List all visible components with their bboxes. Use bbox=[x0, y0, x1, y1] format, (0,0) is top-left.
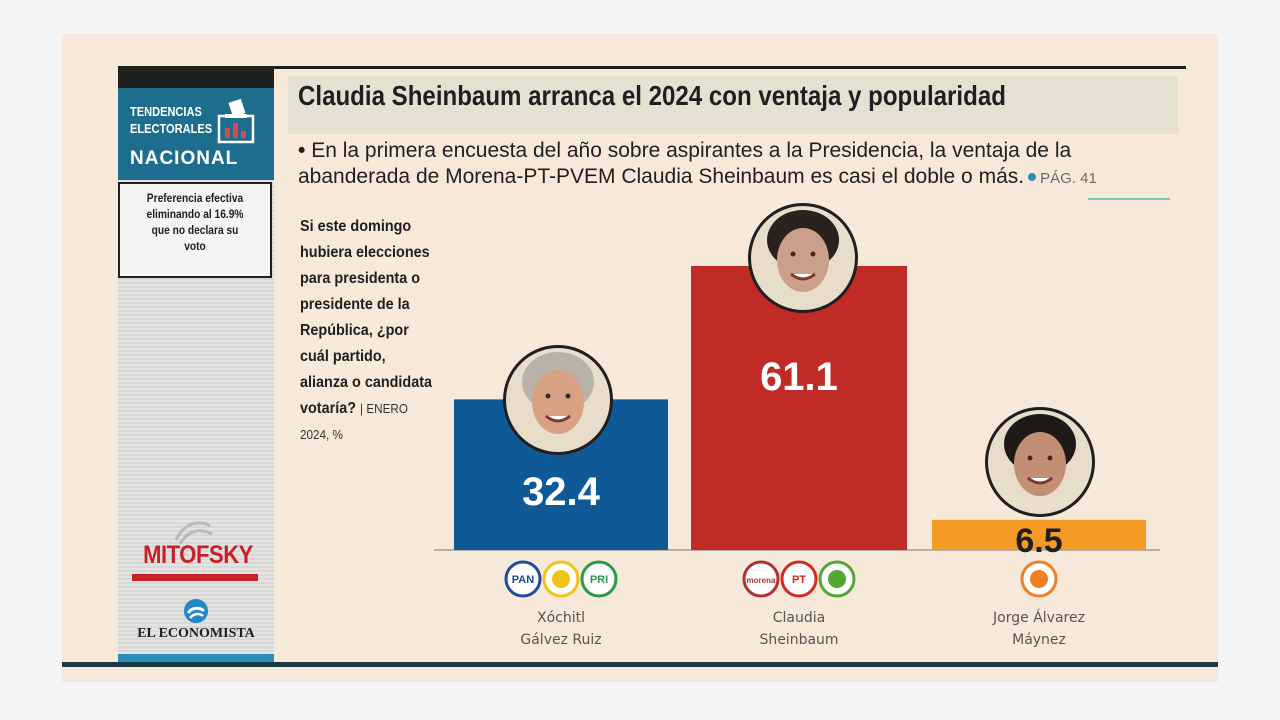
lede-line-2: abanderada de Morena-PT-PVEM Claudia She… bbox=[298, 165, 1025, 188]
note-line-2: eliminando al 16.9% bbox=[146, 207, 244, 221]
mitofsky-logo-mark-icon bbox=[174, 521, 213, 545]
avatar-claudia bbox=[748, 203, 858, 313]
bar-claudia bbox=[691, 266, 907, 550]
party-logo-pri: PRI bbox=[580, 560, 618, 598]
pollster-logo: MITOFSKY bbox=[143, 541, 253, 569]
brand-line-1: TENDENCIAS bbox=[130, 104, 202, 119]
candidate-name-claudia-line-1: Claudia bbox=[773, 610, 825, 626]
question-text: Si este domingo hubiera elecciones para … bbox=[300, 218, 433, 417]
lede: • En la primera encuesta del año sobre a… bbox=[298, 138, 1178, 192]
lede-line-1: En la primera encuesta del año sobre asp… bbox=[311, 139, 1072, 162]
candidate-name-xochitl-line-1: Xóchitl bbox=[537, 610, 585, 626]
section-brand: TENDENCIAS ELECTORALES NACIONAL bbox=[118, 88, 274, 180]
bar-value-jorge: 6.5 bbox=[1015, 522, 1062, 560]
page-ref-underline bbox=[1088, 198, 1170, 200]
brand-line-2: ELECTORALES bbox=[130, 121, 213, 136]
survey-question: Si este domingo hubiera elecciones para … bbox=[300, 214, 435, 448]
top-rule bbox=[118, 66, 1186, 69]
candidate-name-jorge-line-1: Jorge Álvarez bbox=[992, 609, 1085, 626]
sidebar-footer-bar bbox=[118, 654, 274, 663]
publisher-logo: EL ECONOMISTA bbox=[137, 626, 255, 641]
note-line-4: voto bbox=[184, 239, 206, 253]
headline: Claudia Sheinbaum arranca el 2024 con ve… bbox=[298, 80, 1006, 111]
economista-logo-icon bbox=[184, 599, 208, 623]
svg-text:PT: PT bbox=[792, 574, 806, 586]
avatar-xochitl bbox=[503, 345, 613, 455]
sidebar-top-bar bbox=[118, 66, 274, 88]
avatar-jorge bbox=[985, 407, 1095, 517]
pollster-logo-underline bbox=[132, 574, 258, 581]
svg-text:morena: morena bbox=[747, 576, 776, 585]
party-logo-pt: PT bbox=[780, 560, 818, 598]
party-logo-pan: PAN bbox=[504, 560, 542, 598]
lede-bullet: • bbox=[298, 139, 306, 162]
candidate-name-claudia-line-2: Sheinbaum bbox=[759, 632, 838, 648]
question-date-unit: | ENERO 2024, % bbox=[300, 401, 408, 442]
party-logo-mc bbox=[1020, 560, 1058, 598]
page-ref-dot-icon bbox=[1028, 173, 1037, 181]
svg-text:PAN: PAN bbox=[512, 574, 534, 586]
brand-line-3: NACIONAL bbox=[130, 148, 239, 169]
bar-value-claudia: 61.1 bbox=[760, 355, 838, 399]
bar-jorge bbox=[932, 519, 1146, 550]
note-line-1: Preferencia efectiva bbox=[146, 191, 244, 205]
party-logo-pvem bbox=[818, 560, 856, 598]
page-reference: PÁG. 41 bbox=[1040, 170, 1097, 187]
party-logo-morena: morena bbox=[742, 560, 780, 598]
candidate-name-xochitl-line-2: Gálvez Ruiz bbox=[520, 632, 601, 648]
note-line-3: que no declara su bbox=[151, 223, 239, 237]
svg-text:PRI: PRI bbox=[590, 574, 608, 586]
ballot-box-icon bbox=[217, 98, 255, 144]
methodology-note: Preferencia efectiva eliminando al 16.9%… bbox=[118, 182, 272, 278]
bottom-rule bbox=[62, 662, 1218, 667]
bar-value-xochitl: 32.4 bbox=[522, 470, 601, 514]
candidate-name-jorge-line-2: Máynez bbox=[1012, 632, 1066, 648]
headline-band bbox=[288, 76, 1178, 134]
party-logo-prd bbox=[542, 560, 580, 598]
